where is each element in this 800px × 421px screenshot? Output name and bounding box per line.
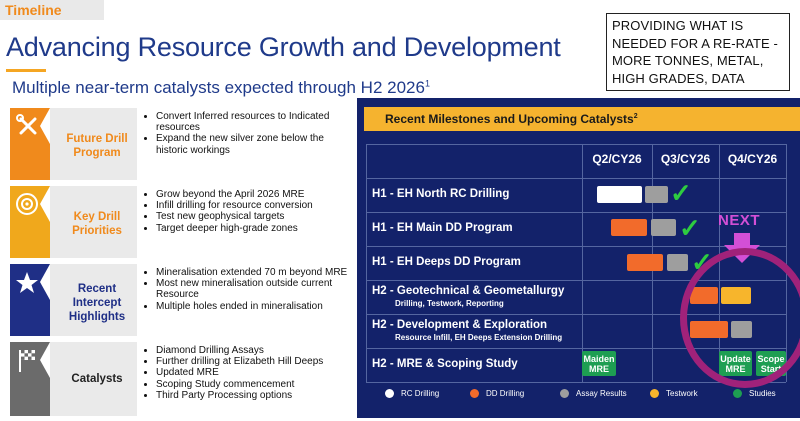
bullet-item: Expand the new silver zone below the his… [156, 133, 356, 155]
bullet-item: Scoping Study commencement [156, 379, 356, 390]
tools-icon [10, 108, 50, 180]
milestone-sublabel: Resource Infill, EH Deeps Extension Dril… [395, 333, 563, 342]
page-title: Advancing Resource Growth and Developmen… [6, 32, 561, 62]
legend-label: DD Drilling [486, 389, 525, 398]
grid-line [366, 348, 786, 349]
bullet-item: Diamond Drilling Assays [156, 345, 356, 356]
bullet-list: Mineralisation extended 70 m beyond MRE … [144, 267, 356, 312]
row-label: Catalysts [71, 373, 123, 385]
callout-line: NEEDED FOR A RE-RATE - [612, 35, 778, 51]
subtitle-footnote: 1 [424, 78, 430, 89]
rc-drilling-bar [597, 186, 642, 203]
legend-label: RC Drilling [401, 389, 440, 398]
bullet-item: Target deeper high-grade zones [156, 223, 356, 234]
dd-drilling-bar [611, 219, 647, 236]
subtitle-text: Multiple near-term catalysts expected th… [12, 78, 425, 97]
row-label: Recent Intercept Highlights [68, 283, 126, 323]
column-header: Q4/CY26 [727, 152, 778, 166]
bullet-item: Multiple holes ended in mineralisation [156, 301, 356, 312]
bullet-item: Grow beyond the April 2026 MRE [156, 189, 356, 200]
legend-label: Assay Results [576, 389, 627, 398]
row-label: Future Drill Program [66, 133, 128, 159]
legend-item: Testwork [650, 389, 698, 399]
grid-line [366, 246, 786, 247]
assay-results-bar [667, 254, 688, 271]
milestone-label: H1 - EH Main DD Program [372, 222, 513, 234]
star-icon [10, 264, 50, 336]
grid-line [582, 144, 583, 382]
milestone-sublabel: Drilling, Testwork, Reporting [395, 299, 504, 308]
milestones-title-text: Recent Milestones and Upcoming Catalysts [385, 112, 634, 126]
grid-line [366, 144, 786, 145]
column-header: Q2/CY26 [592, 152, 642, 166]
maiden-mre-box: Maiden MRE [582, 351, 616, 376]
grid-line [366, 314, 786, 315]
catalyst-row-future-drill: Future Drill Program Convert Inferred re… [10, 108, 350, 180]
grid-line [366, 144, 367, 382]
bullet-item: Most new mineralisation outside current … [156, 278, 356, 300]
catalyst-row-catalysts: Catalysts Diamond Drilling Assays Furthe… [10, 342, 350, 416]
title-underline [6, 69, 46, 72]
assay-results-bar [645, 186, 668, 203]
callout-line: MORE TONNES, METAL, [612, 53, 764, 68]
legend-dot [385, 389, 394, 399]
target-icon [10, 186, 50, 258]
bullet-list: Convert Inferred resources to Indicated … [144, 111, 356, 156]
catalyst-row-key-drill: Key Drill Priorities Grow beyond the Apr… [10, 186, 350, 258]
milestone-label: H2 - MRE & Scoping Study [372, 358, 518, 370]
row-label: Key Drill Priorities [72, 211, 122, 237]
grid-line [366, 212, 786, 213]
dd-drilling-bar [627, 254, 663, 271]
check-icon: ✓ [670, 178, 692, 208]
flag-icon [10, 342, 50, 416]
milestone-label: H1 - EH Deeps DD Program [372, 256, 521, 268]
legend-item: DD Drilling [470, 389, 525, 399]
check-icon: ✓ [679, 213, 701, 243]
grid-line [786, 144, 787, 382]
catalyst-row-intercepts: Recent Intercept Highlights Mineralisati… [10, 264, 350, 336]
callout-line: PROVIDING WHAT IS [612, 18, 744, 33]
bullet-item: Infill drilling for resource conversion [156, 200, 356, 211]
grid-line [366, 382, 786, 383]
legend-dot [470, 389, 479, 399]
section-tag: Timeline [0, 0, 104, 20]
bullet-item: Mineralisation extended 70 m beyond MRE [156, 267, 356, 278]
bullet-item: Third Party Processing options [156, 390, 356, 401]
milestones-title-footnote: 2 [633, 113, 638, 120]
legend-dot [733, 389, 742, 399]
legend-item: Studies [733, 389, 776, 399]
milestone-label: H2 - Geotechnical & Geometallurgy [372, 285, 565, 297]
milestone-label: H2 - Development & Exploration [372, 319, 548, 331]
milestones-header-bar [364, 107, 800, 131]
column-header: Q3/CY26 [660, 152, 711, 166]
bullet-item: Convert Inferred resources to Indicated … [156, 111, 356, 133]
milestones-title: Recent Milestones and Upcoming Catalysts… [385, 112, 638, 126]
grid-line [366, 178, 786, 179]
legend-label: Testwork [666, 389, 698, 398]
legend-item: Assay Results [560, 389, 627, 399]
bullet-item: Test new geophysical targets [156, 211, 356, 222]
page-subtitle: Multiple near-term catalysts expected th… [12, 78, 430, 98]
legend-dot [650, 389, 659, 399]
highlight-circle [680, 248, 800, 388]
bullet-item: Updated MRE [156, 367, 356, 378]
bullet-list: Diamond Drilling Assays Further drilling… [144, 345, 356, 401]
legend-item: RC Drilling [385, 389, 440, 399]
next-label: NEXT [718, 212, 761, 229]
milestone-label: H1 - EH North RC Drilling [372, 188, 510, 200]
legend-dot [560, 389, 569, 399]
grid-line [366, 280, 786, 281]
assay-results-bar [651, 219, 676, 236]
callout-line: HIGH GRADES, DATA [612, 70, 745, 86]
legend-label: Studies [749, 389, 776, 398]
rerate-callout: PROVIDING WHAT IS NEEDED FOR A RE-RATE -… [606, 13, 790, 91]
bullet-list: Grow beyond the April 2026 MRE Infill dr… [144, 189, 356, 234]
bullet-item: Further drilling at Elizabeth Hill Deeps [156, 356, 356, 367]
